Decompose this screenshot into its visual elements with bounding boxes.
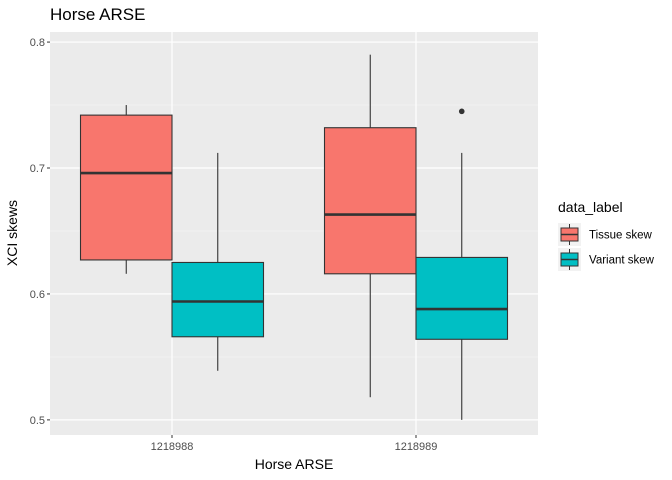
y-tick-label: 0.5 <box>30 415 45 427</box>
box-plots <box>79 54 509 420</box>
x-tick-label: 1218989 <box>395 441 438 453</box>
box-plot <box>171 152 265 371</box>
y-tick-label: 0.8 <box>30 37 45 49</box>
chart-title: Horse ARSE <box>50 5 145 24</box>
legend: data_label Tissue skew Variant skew <box>558 199 655 271</box>
box <box>415 256 509 340</box>
y-axis-title: XCI skews <box>4 200 20 266</box>
box-plot <box>323 54 417 398</box>
x-axis-ticks: 1218988 1218989 <box>151 435 438 453</box>
legend-label: Variant skew <box>589 255 655 267</box>
y-tick-label: 0.7 <box>30 163 45 175</box>
box-plot <box>415 108 509 420</box>
box <box>323 127 417 275</box>
y-axis-ticks: 0.5 0.6 0.7 0.8 <box>30 37 50 427</box>
grid-lines <box>50 32 538 435</box>
y-tick-label: 0.6 <box>30 289 45 301</box>
legend-item: Variant skew <box>558 248 655 271</box>
x-axis-title: Horse ARSE <box>255 456 334 472</box>
x-tick-label: 1218988 <box>151 441 194 453</box>
legend-label: Tissue skew <box>589 230 653 242</box>
outlier-point <box>458 108 465 115</box>
legend-item: Tissue skew <box>558 223 653 246</box>
box <box>171 261 265 338</box>
box <box>79 114 173 261</box>
box-plot <box>79 105 173 274</box>
legend-items: Tissue skew Variant skew <box>558 223 655 271</box>
legend-title: data_label <box>558 199 623 215</box>
